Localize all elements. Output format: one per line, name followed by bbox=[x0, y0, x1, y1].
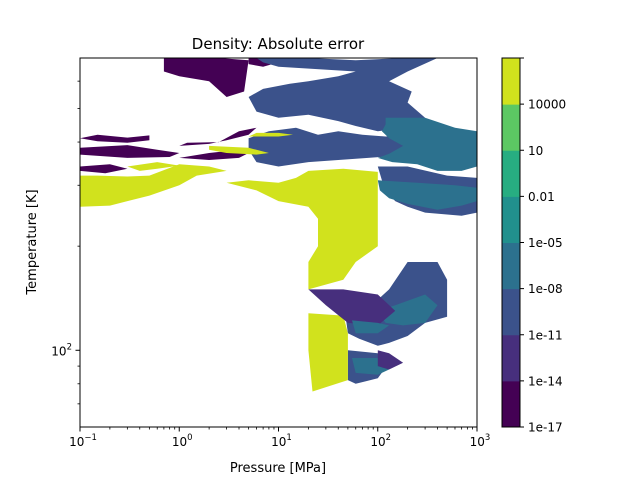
contour-region-23 bbox=[352, 320, 390, 334]
contour-region-9 bbox=[377, 117, 477, 171]
contour-region-16 bbox=[80, 164, 227, 207]
x-tick-label-0: 10−1 bbox=[69, 433, 97, 449]
contour-region-2 bbox=[80, 164, 128, 174]
contour-region-1 bbox=[80, 145, 180, 158]
x-tick-label-1: 100 bbox=[172, 433, 193, 449]
x-tick-label-3: 102 bbox=[370, 433, 391, 449]
contour-region-7 bbox=[248, 58, 438, 132]
colorbar-band-5 bbox=[502, 150, 520, 197]
chart-title: Density: Absolute error bbox=[192, 35, 365, 53]
colorbar-band-3 bbox=[502, 242, 520, 290]
colorbar-band-7 bbox=[502, 58, 520, 105]
contour-region-3 bbox=[163, 58, 249, 97]
y-axis-ticks: 102 bbox=[51, 80, 80, 405]
colorbar-band-1 bbox=[502, 334, 520, 382]
contour-region-22 bbox=[308, 289, 396, 326]
contour-region-0 bbox=[80, 134, 150, 143]
colorbar-band-4 bbox=[502, 196, 520, 243]
contour-region-18 bbox=[209, 145, 269, 155]
y-tick-label-0: 102 bbox=[51, 342, 72, 358]
colorbar-label-4: 1e-05 bbox=[528, 236, 563, 250]
x-tick-label-4: 103 bbox=[470, 433, 491, 449]
contour-region-21 bbox=[308, 313, 348, 392]
colorbar: 1e-17 1e-14 1e-11 1e-08 1e-05 0.01 10 10000 bbox=[501, 57, 566, 435]
colorbar-label-2: 1e-11 bbox=[528, 328, 563, 342]
contour-region-24 bbox=[377, 350, 404, 370]
y-axis-label: Temperature [K] bbox=[25, 189, 40, 295]
colorbar-label-0: 1e-17 bbox=[528, 421, 563, 435]
x-tick-label-2: 101 bbox=[271, 433, 292, 449]
colorbar-label-3: 1e-08 bbox=[528, 282, 563, 296]
contour-regions bbox=[80, 58, 477, 392]
contour-region-13 bbox=[377, 294, 438, 326]
contour-region-11 bbox=[377, 180, 477, 210]
colorbar-label-7: 10000 bbox=[528, 98, 566, 112]
colorbar-label-5: 0.01 bbox=[528, 190, 555, 204]
colorbar-band-2 bbox=[502, 288, 520, 336]
contour-region-17 bbox=[127, 162, 180, 171]
contour-region-4 bbox=[179, 127, 257, 146]
colorbar-label-6: 10 bbox=[528, 144, 543, 158]
x-axis-ticks: 10−1 100 101 102 103 bbox=[69, 427, 490, 449]
colorbar-label-1: 1e-14 bbox=[528, 374, 563, 388]
contour-region-19 bbox=[248, 132, 293, 137]
colorbar-band-6 bbox=[502, 104, 520, 151]
contour-region-20 bbox=[226, 168, 378, 290]
x-axis-label: Pressure [MPa] bbox=[230, 461, 326, 476]
colorbar-band-0 bbox=[502, 380, 520, 428]
